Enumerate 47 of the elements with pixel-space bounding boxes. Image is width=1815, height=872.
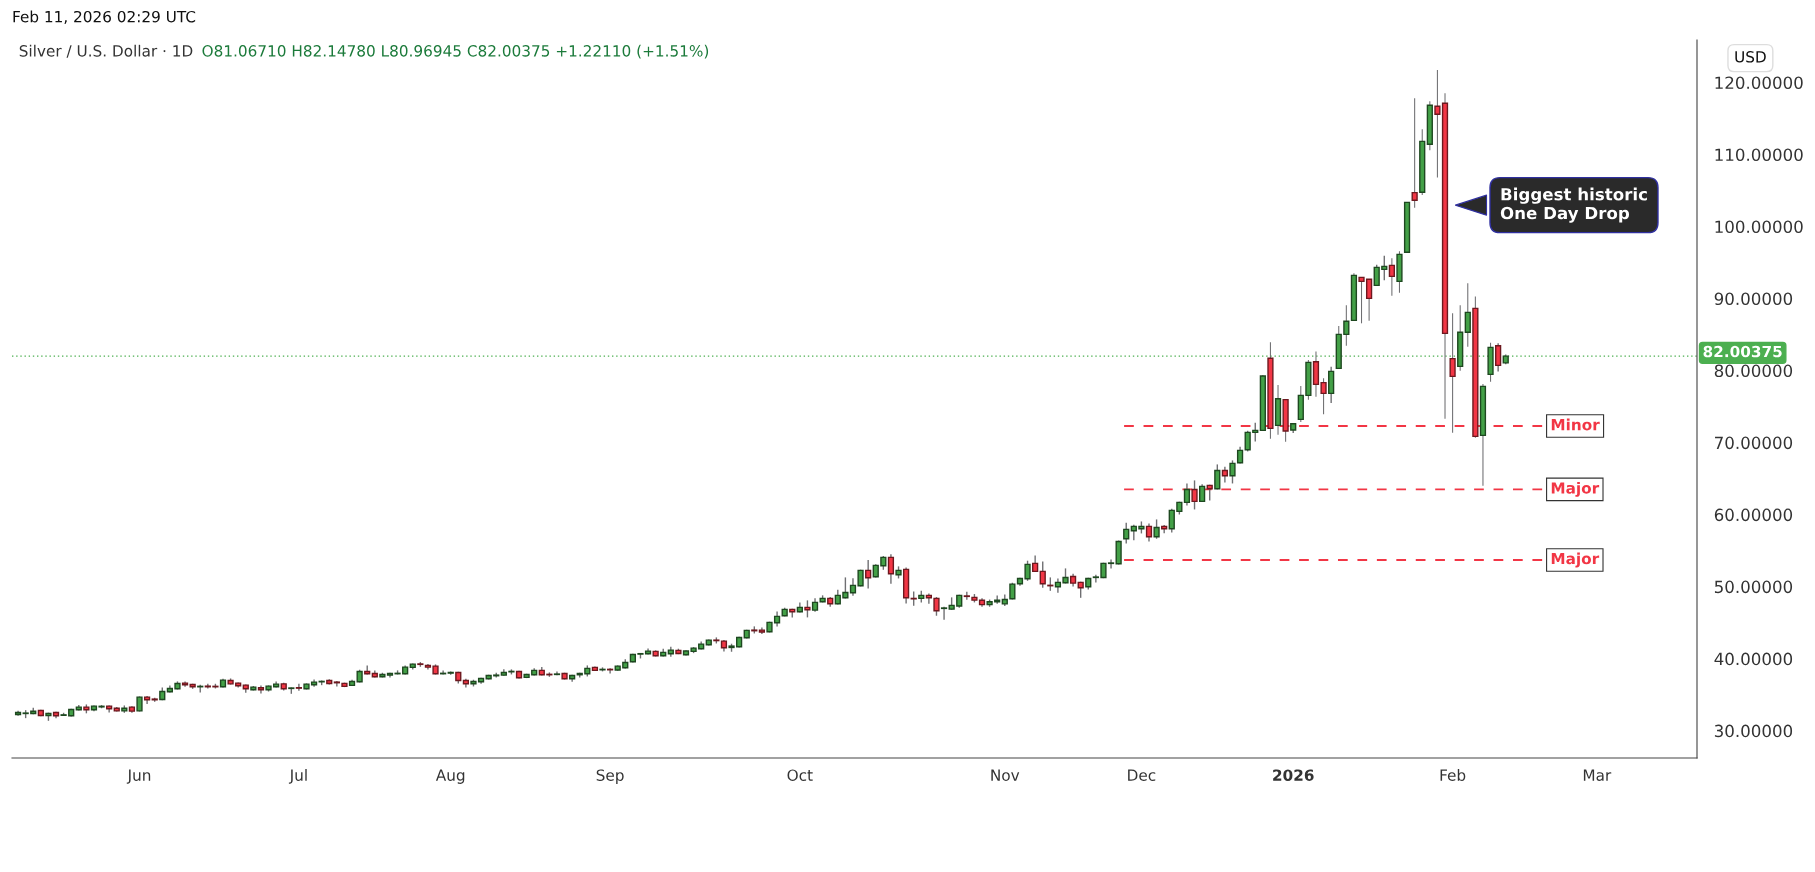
y-tick-label: 50.00000 xyxy=(1714,580,1793,594)
x-tick-label: Sep xyxy=(596,769,624,784)
x-tick-label: Oct xyxy=(787,769,813,781)
y-axis-title: USD xyxy=(1735,51,1766,63)
candlestick xyxy=(1229,460,1236,484)
candlestick xyxy=(1039,561,1046,588)
y-tick-label: 110.00000 xyxy=(1715,148,1803,162)
candlestick xyxy=(1214,464,1221,490)
candlestick xyxy=(1221,466,1229,483)
candlestick xyxy=(295,683,303,691)
chart-subtitle: O81.06710 H82.14780 L80.96945 C82.00375 +1.22110 (+1.51%) xyxy=(202,44,709,59)
chart-title: Silver / U.S. Dollar · 1D xyxy=(19,44,193,58)
candlestick xyxy=(1115,540,1122,565)
x-tick-label: Jul xyxy=(288,769,307,784)
candlestick xyxy=(181,681,189,687)
candlestick xyxy=(940,606,948,620)
y-tick-label: 60.00000 xyxy=(1714,508,1793,522)
candlestick xyxy=(1495,343,1502,372)
x-tick-label: Dec xyxy=(1128,769,1156,781)
y-tick-label: 70.00000 xyxy=(1715,436,1793,450)
candlestick xyxy=(1123,522,1130,544)
y-tick-label: 30.00000 xyxy=(1714,724,1793,738)
candlestick xyxy=(553,671,561,676)
x-tick-label: Mar xyxy=(1583,769,1612,781)
ref-line-label: Major xyxy=(1551,481,1600,497)
x-tick-label: 2026 xyxy=(1273,769,1314,781)
annotation: Biggest historic One Day Drop xyxy=(1500,187,1647,223)
candlestick xyxy=(1183,483,1191,506)
y-tick-label: 120.00000 xyxy=(1715,76,1803,90)
y-tick-label: 90.00000 xyxy=(1714,292,1793,306)
candlestick xyxy=(887,554,895,584)
ref-line-label: Minor xyxy=(1551,418,1600,431)
candlestick xyxy=(257,685,265,694)
candlestick xyxy=(865,560,872,589)
y-tick-label: 100.00000 xyxy=(1715,220,1803,234)
ref-line-label: 82.00375 xyxy=(1703,345,1782,358)
x-tick-label: Aug xyxy=(435,769,465,784)
candlestick xyxy=(963,591,970,600)
x-tick-label: Nov xyxy=(991,769,1020,781)
y-tick-label: 80.00000 xyxy=(1714,364,1793,378)
candlestick xyxy=(1328,366,1335,404)
x-tick-label: Feb xyxy=(1440,769,1466,781)
text: Feb 11, 2026 02:29 UTC xyxy=(13,10,196,24)
ref-line-label: Major xyxy=(1551,552,1600,568)
x-tick-label: Jun xyxy=(126,769,151,784)
y-tick-label: 40.00000 xyxy=(1714,652,1793,666)
candlestick xyxy=(333,680,340,687)
